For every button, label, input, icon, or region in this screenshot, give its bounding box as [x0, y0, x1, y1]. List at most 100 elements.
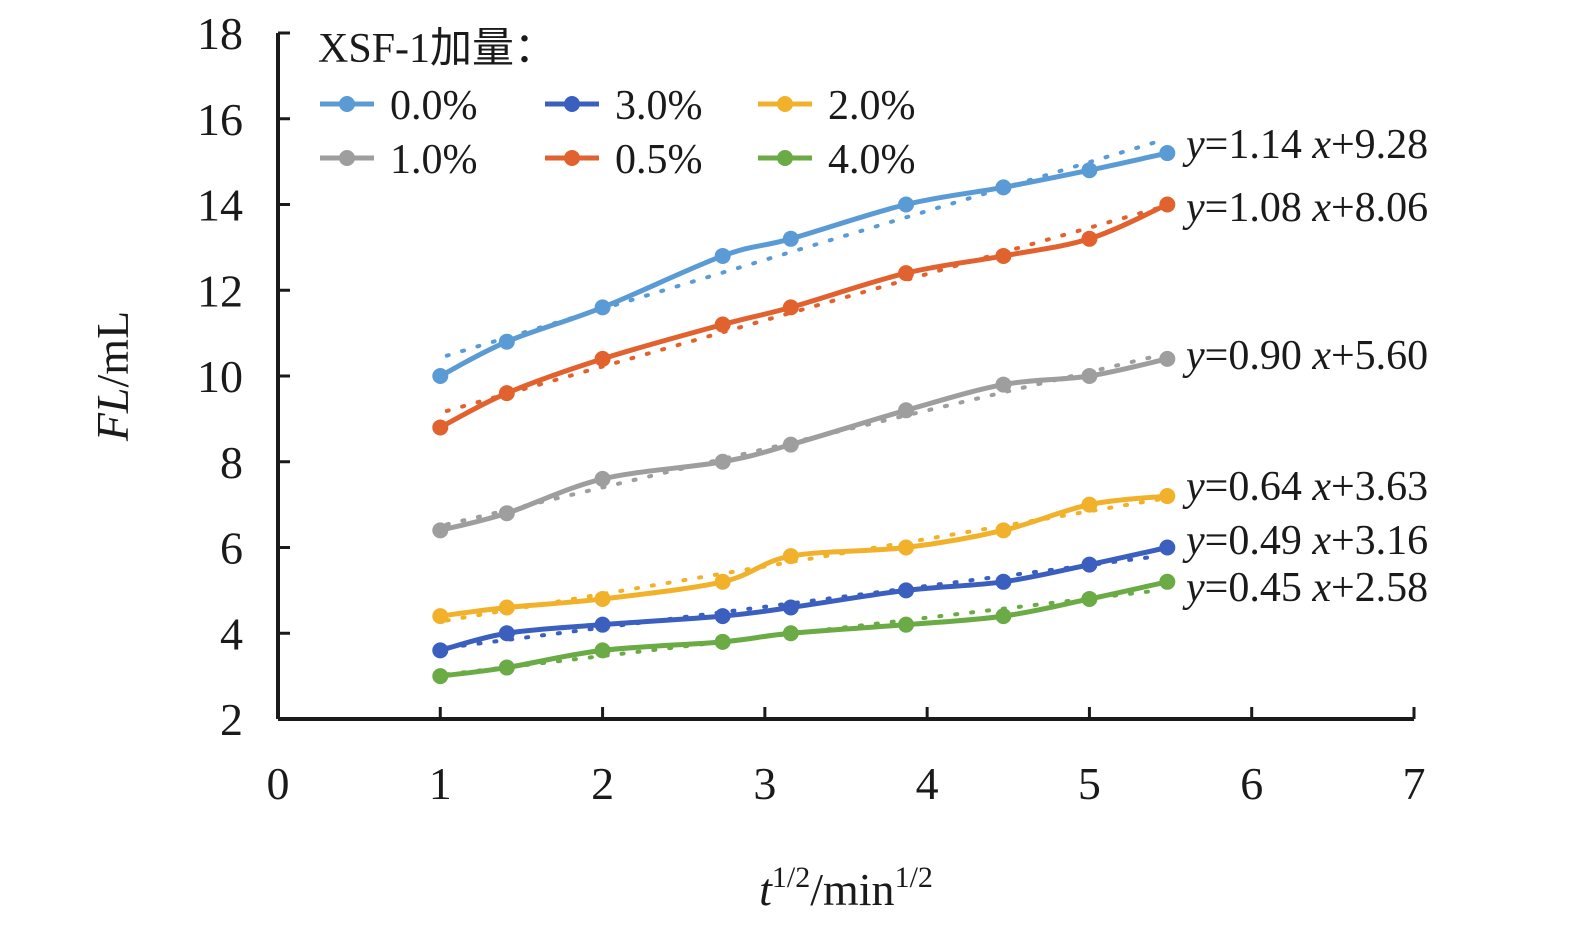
data-point [432, 522, 449, 539]
data-point [714, 573, 731, 590]
legend-swatch-marker [777, 150, 793, 166]
series-3.0% [432, 539, 1176, 659]
trendline [444, 205, 1163, 413]
x-tick-label: 2 [591, 758, 614, 809]
legend-swatch-marker [339, 150, 355, 166]
data-point [1081, 368, 1098, 384]
fit-equation: y=0.49 x+3.16 [1182, 518, 1428, 564]
x-tick-label: 7 [1403, 758, 1426, 809]
series-4.0% [432, 573, 1176, 685]
y-tick-label: 4 [220, 608, 243, 659]
legend: XSF-1加量： 0.0% 0.5% 1.0% 2.0% 3.0% 4.0% [318, 26, 916, 183]
series-line [439, 356, 1168, 533]
x-tick-label: 4 [916, 758, 939, 809]
data-point [498, 625, 515, 642]
data-point [594, 350, 611, 367]
data-point [898, 616, 915, 633]
y-tick-label: 6 [220, 523, 243, 574]
data-point [782, 436, 799, 453]
data-point [1081, 162, 1098, 179]
series-2.0% [432, 488, 1176, 625]
data-point [782, 548, 799, 565]
data-point [898, 196, 915, 213]
legend-item-2.0%: 2.0% [758, 83, 916, 129]
fit-equation: y=1.08 x+8.06 [1182, 185, 1428, 231]
fit-equation: y=0.64 x+3.63 [1182, 464, 1428, 510]
data-point [714, 453, 731, 470]
data-point [898, 582, 915, 599]
data-point [898, 265, 915, 282]
legend-label: 3.0% [615, 83, 703, 129]
x-tick-label: 1 [429, 758, 452, 809]
data-point [995, 247, 1012, 264]
data-point [432, 668, 449, 685]
data-point [995, 573, 1012, 590]
data-point [995, 522, 1012, 539]
data-point [498, 385, 515, 402]
series-line [439, 202, 1169, 430]
x-tick-label: 6 [1240, 758, 1263, 809]
data-point [432, 608, 449, 625]
series-line [439, 545, 1168, 653]
legend-swatch-marker [339, 96, 355, 112]
legend-swatch-marker [564, 96, 580, 112]
data-point [1159, 539, 1176, 556]
data-point [594, 642, 611, 659]
data-point [498, 599, 515, 616]
x-tick-label: 0 [267, 758, 290, 809]
series-0.5% [432, 196, 1176, 436]
legend-item-0.0%: 0.0% [320, 83, 478, 129]
legend-label: 1.0% [390, 137, 478, 183]
data-point [594, 299, 611, 316]
data-point [714, 608, 731, 625]
fit-equations: y=1.14 x+9.28 y=1.08 x+8.06 y=0.90 x+5.60 y… [1182, 122, 1428, 611]
data-point [1159, 196, 1176, 213]
legend-swatch-marker [777, 96, 793, 112]
legend-item-1.0%: 1.0% [320, 137, 478, 183]
series-0.0% [432, 138, 1176, 384]
data-point [1081, 230, 1098, 247]
data-point [898, 539, 915, 556]
legend-item-0.5%: 0.5% [545, 137, 703, 183]
fit-equation: y=0.45 x+2.58 [1182, 565, 1428, 611]
data-point [782, 625, 799, 642]
legend-title: XSF-1加量： [318, 26, 556, 72]
data-point [782, 299, 799, 316]
data-point [782, 230, 799, 247]
data-point [1081, 590, 1098, 607]
data-point [782, 599, 799, 616]
data-point [714, 633, 731, 650]
series-1.0% [432, 350, 1176, 539]
legend-label: 0.5% [615, 137, 703, 183]
data-point [498, 505, 515, 522]
data-point [995, 179, 1012, 196]
legend-label: 4.0% [828, 137, 916, 183]
y-tick-label: 8 [220, 437, 243, 488]
data-point [432, 419, 449, 436]
series-line [439, 150, 1168, 379]
legend-label: 0.0% [390, 83, 478, 129]
legend-swatch-marker [564, 150, 580, 166]
series-line [439, 493, 1168, 619]
x-tick-label: 3 [753, 758, 776, 809]
y-tick-label: 14 [197, 180, 243, 231]
y-tick-label: 12 [197, 265, 243, 316]
data-point [594, 470, 611, 487]
data-point [432, 368, 449, 384]
legend-item-3.0%: 3.0% [545, 83, 703, 129]
y-tick-label: 16 [197, 94, 243, 145]
data-point [1159, 488, 1176, 505]
legend-item-4.0%: 4.0% [758, 137, 916, 183]
y-tick-label: 2 [220, 694, 243, 745]
x-tick-label: 5 [1078, 758, 1101, 809]
data-point [498, 333, 515, 350]
data-point [432, 642, 449, 659]
data-point [714, 247, 731, 264]
series-layer [432, 138, 1176, 685]
data-point [594, 616, 611, 633]
data-point [1081, 496, 1098, 513]
data-point [1159, 145, 1176, 162]
legend-label: 2.0% [828, 83, 916, 129]
